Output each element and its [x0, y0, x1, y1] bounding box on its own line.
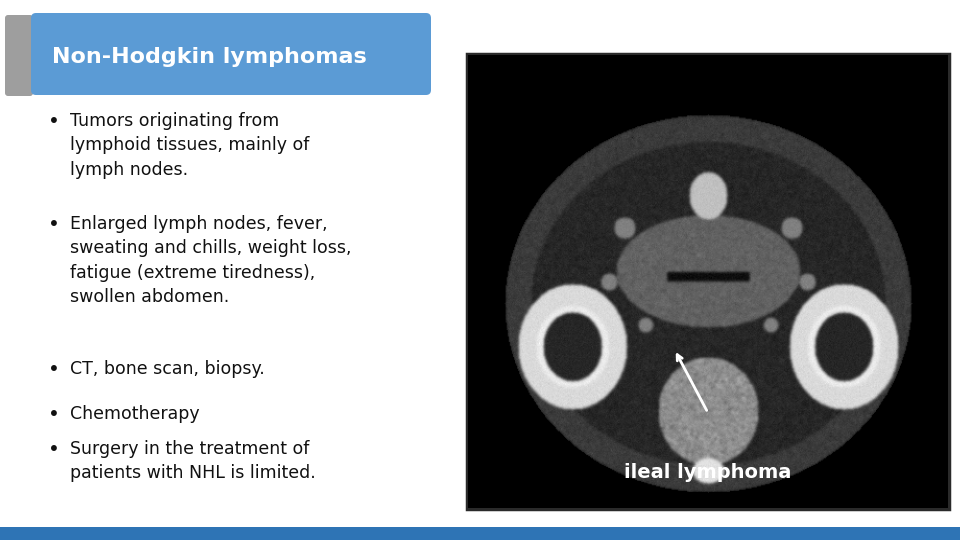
Bar: [0, 527, 960, 540]
FancyBboxPatch shape: [5, 15, 33, 96]
Text: •: •: [48, 112, 60, 131]
Text: Surgery in the treatment of
patients with NHL is limited.: Surgery in the treatment of patients wit…: [70, 440, 316, 482]
Text: •: •: [48, 440, 60, 459]
Text: ileal lymphoma: ileal lymphoma: [624, 463, 792, 482]
Text: Enlarged lymph nodes, fever,
sweating and chills, weight loss,
fatigue (extreme : Enlarged lymph nodes, fever, sweating an…: [70, 215, 351, 306]
Text: CT, bone scan, biopsy.: CT, bone scan, biopsy.: [70, 360, 265, 378]
Text: •: •: [48, 215, 60, 234]
FancyBboxPatch shape: [31, 13, 431, 95]
Text: •: •: [48, 405, 60, 424]
Text: Tumors originating from
lymphoid tissues, mainly of
lymph nodes.: Tumors originating from lymphoid tissues…: [70, 112, 309, 179]
Text: •: •: [48, 360, 60, 379]
Text: Chemotherapy: Chemotherapy: [70, 405, 200, 423]
Text: Non-Hodgkin lymphomas: Non-Hodgkin lymphomas: [52, 47, 367, 67]
Bar: [467, 54, 949, 509]
